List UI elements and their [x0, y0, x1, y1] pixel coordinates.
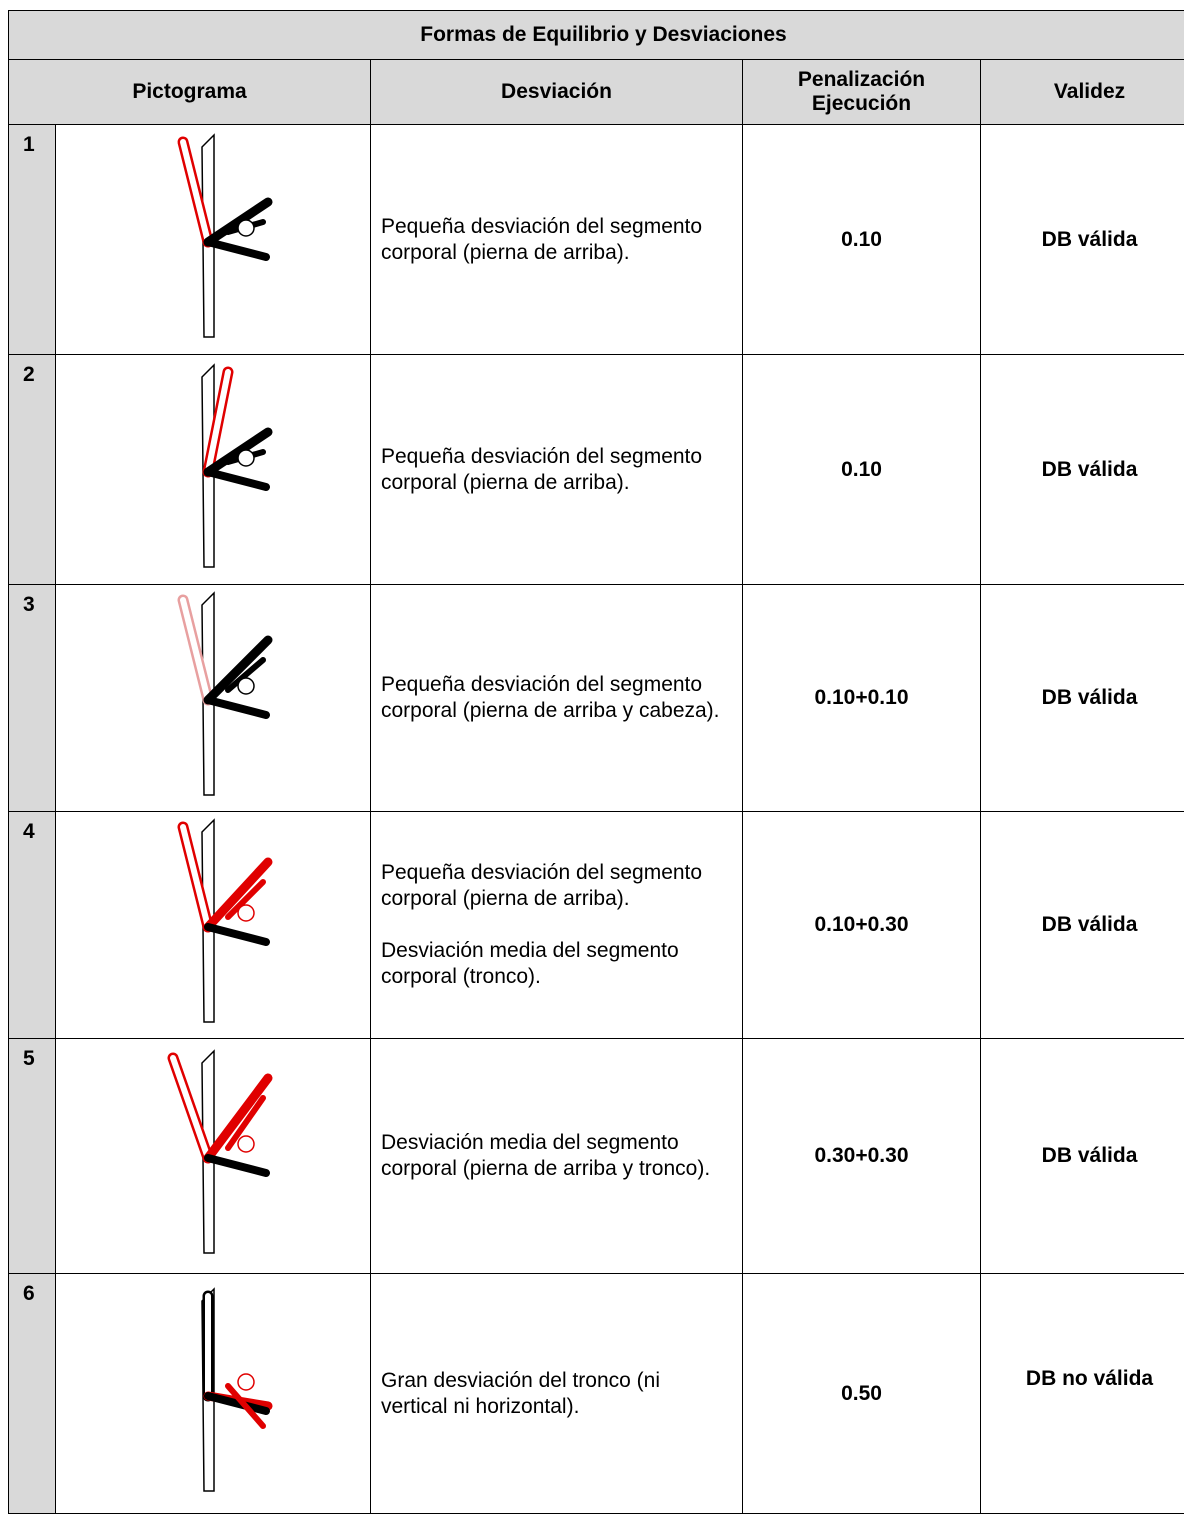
pictogram-cell	[56, 1039, 371, 1274]
pictogram	[138, 127, 288, 347]
description: Pequeña desviación del segmento corporal…	[371, 812, 743, 1039]
validity: DB válida	[981, 355, 1184, 585]
table-row: 2 Pequeña desviación del segmento corpor…	[9, 355, 1184, 585]
table: Formas de Equilibrio y Desviaciones Pict…	[8, 10, 1184, 1514]
description: Pequeña desviación del segmento corporal…	[371, 585, 743, 812]
row-number: 2	[9, 355, 56, 585]
description: Gran desviación del tronco (ni vertical …	[371, 1274, 743, 1514]
description-text: Desviación media del segmento corporal (…	[381, 938, 732, 990]
header: Validez	[981, 60, 1184, 125]
pictogram-cell	[56, 1274, 371, 1514]
penalty: 0.30+0.30	[743, 1039, 981, 1274]
header: Desviación	[371, 60, 743, 125]
description-text: Pequeña desviación del segmento corporal…	[381, 444, 732, 496]
table-title: Formas de Equilibrio y Desviaciones	[9, 11, 1184, 60]
penalty: 0.10+0.30	[743, 812, 981, 1039]
description-text: Desviación media del segmento corporal (…	[381, 1130, 732, 1182]
penalty: 0.50	[743, 1274, 981, 1514]
row-number: 5	[9, 1039, 56, 1274]
description: Pequeña desviación del segmento corporal…	[371, 355, 743, 585]
description-text: Pequeña desviación del segmento corporal…	[381, 214, 732, 266]
row-number: 4	[9, 812, 56, 1039]
header: Penalización Ejecución	[743, 60, 981, 125]
pictogram	[138, 585, 288, 805]
description-text: Pequeña desviación del segmento corporal…	[381, 672, 732, 724]
validity: DB válida	[981, 585, 1184, 812]
description: Desviación media del segmento corporal (…	[371, 1039, 743, 1274]
pictogram-cell	[56, 125, 371, 355]
pictogram	[138, 812, 288, 1032]
table-row: 4 Pequeña desviación del segmento corpor…	[9, 812, 1184, 1039]
pictogram	[138, 1043, 288, 1263]
validity: DB válida	[981, 812, 1184, 1039]
pictogram	[138, 357, 288, 577]
table-row: 3 Pequeña desviación del segmento corpor…	[9, 585, 1184, 812]
table-row: 6 Gran desviación del tronco (ni vertica…	[9, 1274, 1184, 1514]
penalty: 0.10+0.10	[743, 585, 981, 812]
penalty: 0.10	[743, 355, 981, 585]
row-number: 6	[9, 1274, 56, 1514]
validity: DB no válida	[981, 1274, 1184, 1514]
table-row: 5 Desviación media del segmento corporal…	[9, 1039, 1184, 1274]
header: Pictograma	[9, 60, 371, 125]
penalty: 0.10	[743, 125, 981, 355]
row-number: 3	[9, 585, 56, 812]
row-number: 1	[9, 125, 56, 355]
pictogram	[138, 1281, 288, 1501]
pictogram-cell	[56, 355, 371, 585]
validity: DB válida	[981, 125, 1184, 355]
table-row: 1 Pequeña desviación del segmento corpor…	[9, 125, 1184, 355]
description-text: Pequeña desviación del segmento corporal…	[381, 860, 732, 912]
validity: DB válida	[981, 1039, 1184, 1274]
pictogram-cell	[56, 812, 371, 1039]
pictogram-cell	[56, 585, 371, 812]
description-text: Gran desviación del tronco (ni vertical …	[381, 1368, 732, 1420]
description: Pequeña desviación del segmento corporal…	[371, 125, 743, 355]
